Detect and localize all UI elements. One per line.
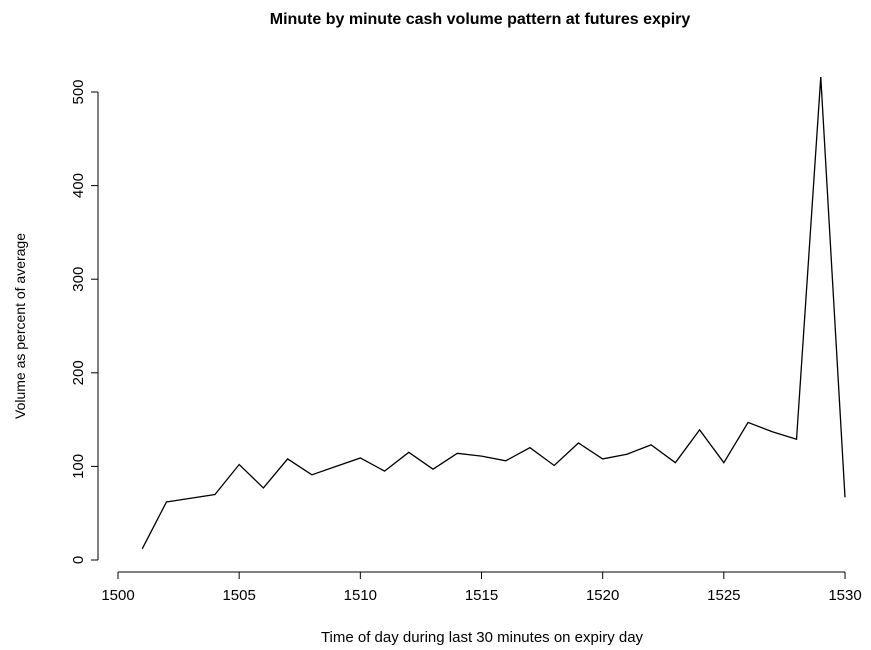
x-tick-label: 1505 — [222, 587, 255, 604]
y-tick-label: 200 — [70, 360, 87, 385]
x-tick-label: 1520 — [586, 587, 619, 604]
chart-title: Minute by minute cash volume pattern at … — [270, 11, 691, 28]
x-tick-label: 1530 — [828, 587, 861, 604]
x-axis-label: Time of day during last 30 minutes on ex… — [321, 629, 644, 646]
y-tick-label: 400 — [70, 173, 87, 198]
x-tick-label: 1510 — [344, 587, 377, 604]
x-tick-label: 1515 — [465, 587, 498, 604]
y-tick-label: 0 — [70, 556, 87, 564]
x-tick-label: 1500 — [101, 587, 134, 604]
y-axis-label: Volume as percent of average — [12, 233, 28, 419]
data-line — [141, 76, 846, 550]
y-tick-label: 100 — [70, 454, 87, 479]
x-tick-label: 1525 — [707, 587, 740, 604]
y-tick-label: 300 — [70, 267, 87, 292]
y-tick-label: 500 — [70, 79, 87, 104]
